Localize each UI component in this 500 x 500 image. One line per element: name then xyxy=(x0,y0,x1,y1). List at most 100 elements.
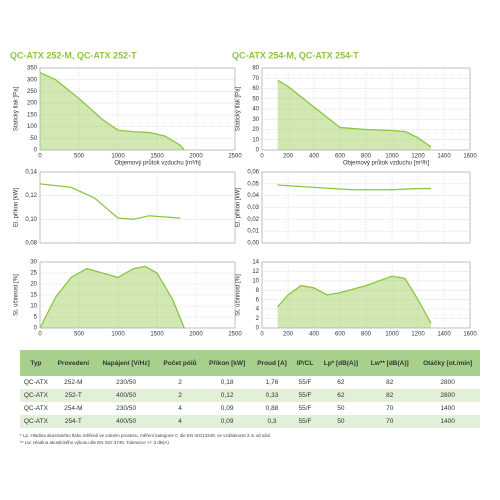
x-tick-label: 600 xyxy=(335,332,346,338)
table-cell: 2 xyxy=(157,389,203,402)
y-tick-label: 0 xyxy=(256,326,260,332)
line xyxy=(277,79,432,148)
y-tick-label: 5 xyxy=(34,315,38,321)
header-cell: Otáčky [ot./min] xyxy=(415,350,480,376)
table-cell: 82 xyxy=(386,379,394,386)
y-axis-label: St. účinnost [%] xyxy=(14,274,20,316)
header-cell: Provedení xyxy=(51,350,95,376)
header-cell: Příkon [kW] xyxy=(202,350,252,376)
y-tick-label: 350 xyxy=(27,66,38,72)
table-cell: 62 xyxy=(337,379,345,386)
table-cell: 0,09 xyxy=(202,415,252,428)
y-tick-label: 80 xyxy=(252,66,259,72)
y-tick-label: 2 xyxy=(256,316,260,322)
charts: QC-ATX 252-M, QC-ATX 252-T05010015020025… xyxy=(10,50,477,338)
y-tick-label: 0,02 xyxy=(247,217,259,223)
y-tick-label: 300 xyxy=(27,77,38,83)
x-tick-label: 2000 xyxy=(189,332,203,338)
table-cell: 0,12 xyxy=(202,389,252,402)
y-tick-label: 70 xyxy=(252,76,259,82)
y-tick-label: 0,05 xyxy=(247,181,259,187)
y-tick-label: 0,06 xyxy=(247,170,259,176)
y-axis-label: Statický tlak [Pa] xyxy=(14,86,20,131)
line xyxy=(277,275,432,324)
x-tick-label: 0 xyxy=(38,332,42,338)
y-tick-label: 40 xyxy=(252,107,259,113)
y-tick-label: 20 xyxy=(252,127,259,133)
x-tick-label: 1500 xyxy=(150,154,164,160)
table-cell: 50 xyxy=(317,415,365,428)
y-tick-label: 0,01 xyxy=(247,229,259,235)
x-tick-label: 1000 xyxy=(111,154,125,160)
x-tick-label: 1000 xyxy=(385,154,399,160)
x-tick-label: 1000 xyxy=(111,332,125,338)
y-tick-label: 8 xyxy=(256,288,260,294)
line xyxy=(39,183,181,220)
y-tick-label: 12 xyxy=(252,269,259,275)
header-cell: Proud [A] xyxy=(251,350,293,376)
table-cell: QC-ATX xyxy=(23,379,48,386)
x-tick-label: 1400 xyxy=(437,332,451,338)
x-tick-label: 2000 xyxy=(189,154,203,160)
x-tick-label: 500 xyxy=(74,154,85,160)
x-axis-label: Objemový průtok vzduchu [m³/h] xyxy=(114,160,201,167)
table-cell: QC-ATX xyxy=(20,415,52,428)
table-cell: 55/F xyxy=(292,389,318,402)
table-row: QC-ATX 254-T 400/50 4 0,09 0,3 55/F 50 70 1400 xyxy=(20,415,480,428)
y-tick-label: 250 xyxy=(27,89,38,95)
table-cell: 252-M xyxy=(64,379,83,386)
table-cell: 2800 xyxy=(440,379,455,386)
table-cell: 62 xyxy=(317,389,365,402)
table-cell: 230/50 xyxy=(116,405,137,412)
footnote: * Lp: Hladina akustického tlaku měřená v… xyxy=(20,433,271,438)
header-cell: IP/CL xyxy=(292,350,318,376)
line xyxy=(39,72,185,151)
y-tick-label: 0,03 xyxy=(247,205,259,211)
x-tick-label: 1600 xyxy=(463,332,477,338)
table-cell: 2800 xyxy=(415,389,480,402)
x-tick-label: 400 xyxy=(309,332,320,338)
y-tick-label: 0,14 xyxy=(25,170,37,176)
y-tick-label: 10 xyxy=(252,137,259,143)
y-tick-label: 25 xyxy=(30,271,37,277)
header-cell: Lp* [dB(A)] xyxy=(317,350,365,376)
table-row: QC-ATX 254-M 230/50 4 0,09 0,88 55/F 50 70 1400 xyxy=(20,402,480,415)
y-tick-label: 0 xyxy=(34,326,38,332)
table-cell: 230/50 xyxy=(116,379,137,386)
y-tick-label: 60 xyxy=(252,86,259,92)
y-tick-label: 0,04 xyxy=(247,193,259,199)
table-cell: 1400 xyxy=(440,405,455,412)
x-tick-label: 200 xyxy=(283,154,294,160)
table-cell: 70 xyxy=(386,405,394,412)
y-tick-label: 4 xyxy=(256,307,260,313)
y-tick-label: 0 xyxy=(34,148,38,154)
x-tick-label: 800 xyxy=(361,332,372,338)
x-tick-label: 800 xyxy=(361,154,372,160)
header-cell: Typ xyxy=(20,350,52,376)
header-cell: Lw** [dB(A)] xyxy=(364,350,416,376)
y-axis-label: El. příkon [kW] xyxy=(236,188,242,227)
y-axis-label: El. příkon [kW] xyxy=(14,188,20,227)
y-tick-label: 0 xyxy=(256,148,260,154)
x-tick-label: 600 xyxy=(335,154,346,160)
line xyxy=(277,184,431,191)
y-tick-label: 10 xyxy=(30,304,37,310)
table-cell: 0,33 xyxy=(251,389,293,402)
table-cell: 400/50 xyxy=(94,415,158,428)
y-tick-label: 0,08 xyxy=(25,241,37,247)
y-axis-label: St. účinnost [%] xyxy=(236,274,242,316)
chart-title: QC-ATX 254-M, QC-ATX 254-T xyxy=(232,50,359,60)
y-tick-label: 20 xyxy=(30,282,37,288)
spec-table: Typ Provedení Napájení [V/Hz] Počet pólů Pří… xyxy=(20,350,480,428)
x-tick-label: 2500 xyxy=(228,332,242,338)
y-tick-label: 200 xyxy=(27,101,38,107)
y-tick-label: 10 xyxy=(252,278,259,284)
table-row: QC-ATX 252-M 230/50 2 0,18 1,76 55/F 62 82 2800 xyxy=(20,376,480,389)
table-cell: 50 xyxy=(337,405,345,412)
y-tick-label: 100 xyxy=(27,124,38,130)
area xyxy=(277,80,431,150)
header-cell: Počet pólů xyxy=(157,350,203,376)
table-cell: 70 xyxy=(364,415,416,428)
x-tick-label: 1200 xyxy=(411,154,425,160)
y-tick-label: 0,12 xyxy=(25,193,37,199)
